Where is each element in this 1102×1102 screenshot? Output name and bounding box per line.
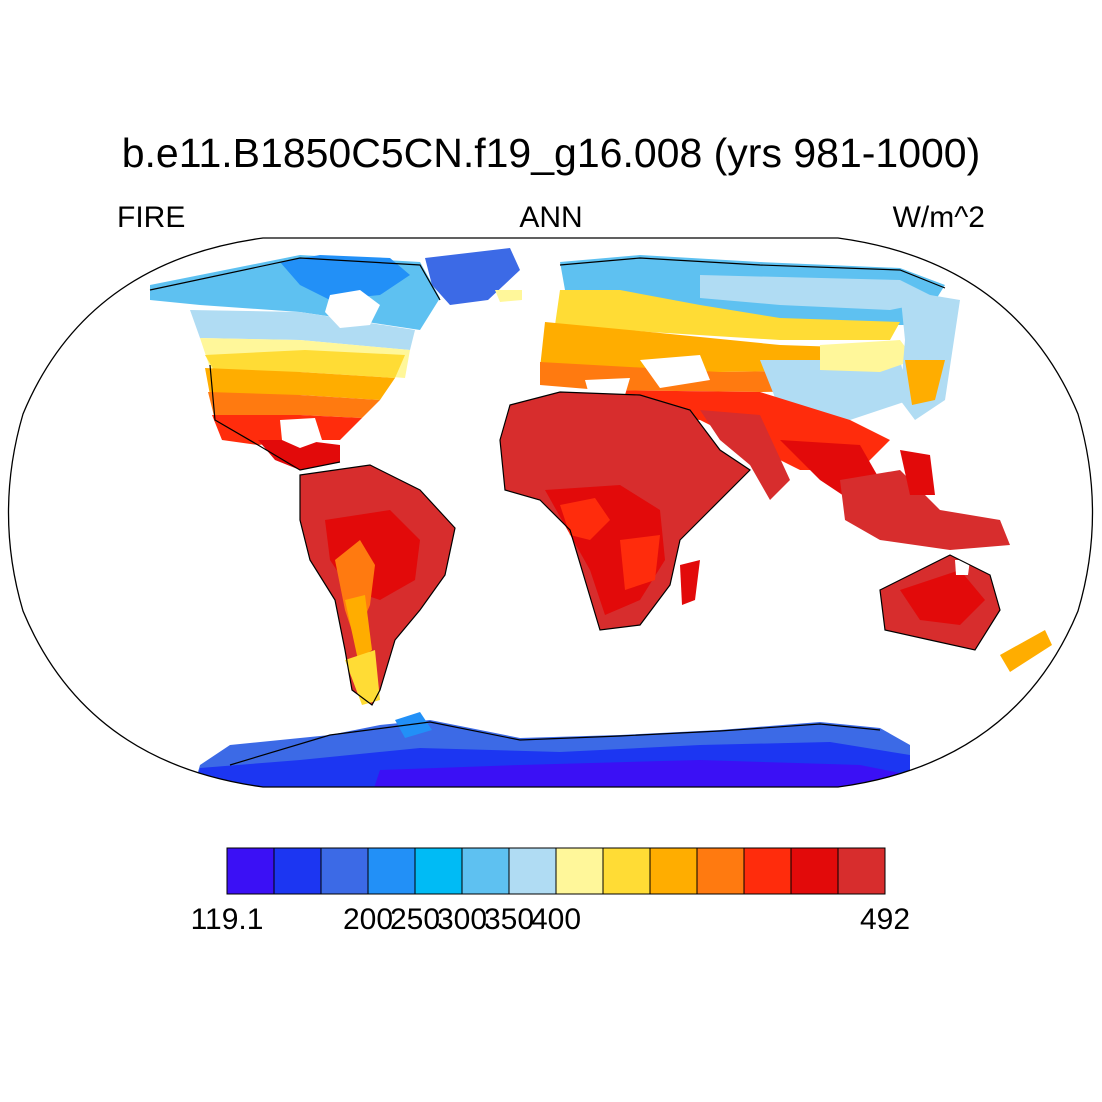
africa [500,392,750,630]
colorbar-tick-label: 250 [389,903,441,936]
units-label: W/m^2 [892,201,985,234]
colorbar-swatch [837,847,886,895]
colorbar-swatch [367,847,416,895]
colorbar-tick-label: 119.1 [190,903,264,936]
colorbar-swatch [226,847,275,895]
north-america [150,255,440,470]
map-border [7,237,1094,788]
colorbar-swatch [508,847,557,895]
coastlines [149,257,1001,766]
colorbar-tick-label: 350 [483,903,535,936]
maritime-asia [840,450,1010,550]
colorbar-tick-label: 400 [530,903,582,936]
colorbar-swatch [320,847,369,895]
colorbar-swatch [790,847,839,895]
colorbar-tick-label: 300 [436,903,488,936]
colorbar [226,847,886,895]
new-zealand [1000,630,1052,672]
colorbar-tick-label: 492 [859,903,911,936]
antarctica [190,712,910,787]
colorbar-swatch [414,847,463,895]
colorbar-swatch [649,847,698,895]
colorbar-swatch [555,847,604,895]
colorbar-swatch [696,847,745,895]
colorbar-swatch [602,847,651,895]
page-title: b.e11.B1850C5CN.f19_g16.008 (yrs 981-100… [121,130,981,176]
eurasia [540,255,960,500]
colorbar-swatch [743,847,792,895]
colorbar-tick-label: 200 [342,903,394,936]
south-america [300,465,455,705]
colorbar-swatch [273,847,322,895]
land-field [149,248,1052,787]
australia [880,555,1000,650]
variable-label: FIRE [117,201,186,234]
colorbar-swatch [461,847,510,895]
season-label: ANN [519,201,583,234]
